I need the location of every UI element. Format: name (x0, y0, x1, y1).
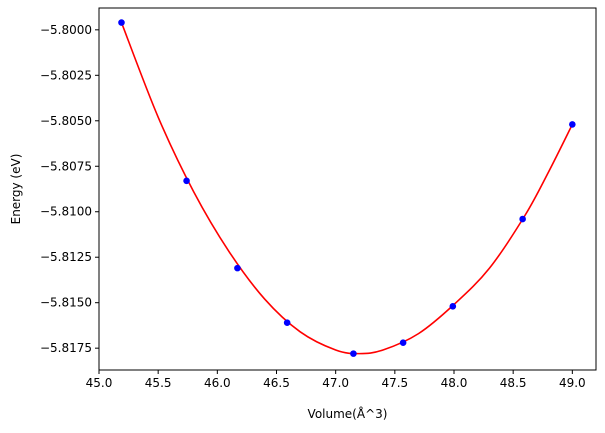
x-tick-label: 46.0 (204, 376, 231, 390)
data-point (569, 121, 576, 128)
data-point (283, 319, 291, 327)
y-axis-label: Energy (eV) (9, 154, 23, 225)
data-point (183, 177, 190, 185)
y-tick-label: −5.8075 (40, 159, 92, 173)
x-tick-label: 48.0 (441, 376, 468, 390)
data-point (399, 339, 407, 347)
y-tick-label: −5.8150 (40, 296, 92, 310)
x-axis-ticks: 45.0 45.5 46.0 46.5 47.0 47.5 48.0 48.5 49.0 (86, 370, 586, 390)
x-axis-label: Volume(Å^3) (308, 406, 388, 421)
data-point (449, 303, 457, 310)
x-tick-label: 45.0 (86, 376, 113, 390)
y-tick-label: −5.8175 (40, 341, 92, 355)
y-tick-label: −5.8125 (40, 250, 92, 264)
plot-frame (98, 7, 597, 371)
y-tick-label: −5.8100 (40, 205, 92, 219)
fit-curve (120, 22, 574, 355)
y-tick-label: −5.8025 (40, 68, 92, 82)
data-point (519, 215, 526, 223)
data-point (118, 19, 125, 26)
x-tick-label: 46.5 (263, 376, 290, 390)
x-tick-label: 49.0 (559, 376, 586, 390)
data-points-layer (118, 19, 576, 357)
y-axis-ticks: −5.8000 −5.8025 −5.8050 −5.8075 −5.8100 −5.81… (40, 23, 99, 355)
data-point (350, 350, 357, 357)
fit-curve-layer (120, 22, 574, 355)
x-tick-label: 48.5 (500, 376, 527, 390)
x-tick-label: 47.0 (322, 376, 349, 390)
x-tick-label: 47.5 (381, 376, 408, 390)
y-tick-label: −5.8000 (40, 23, 92, 37)
data-point (234, 264, 241, 272)
y-tick-label: −5.8050 (40, 114, 92, 128)
x-tick-label: 45.5 (145, 376, 172, 390)
